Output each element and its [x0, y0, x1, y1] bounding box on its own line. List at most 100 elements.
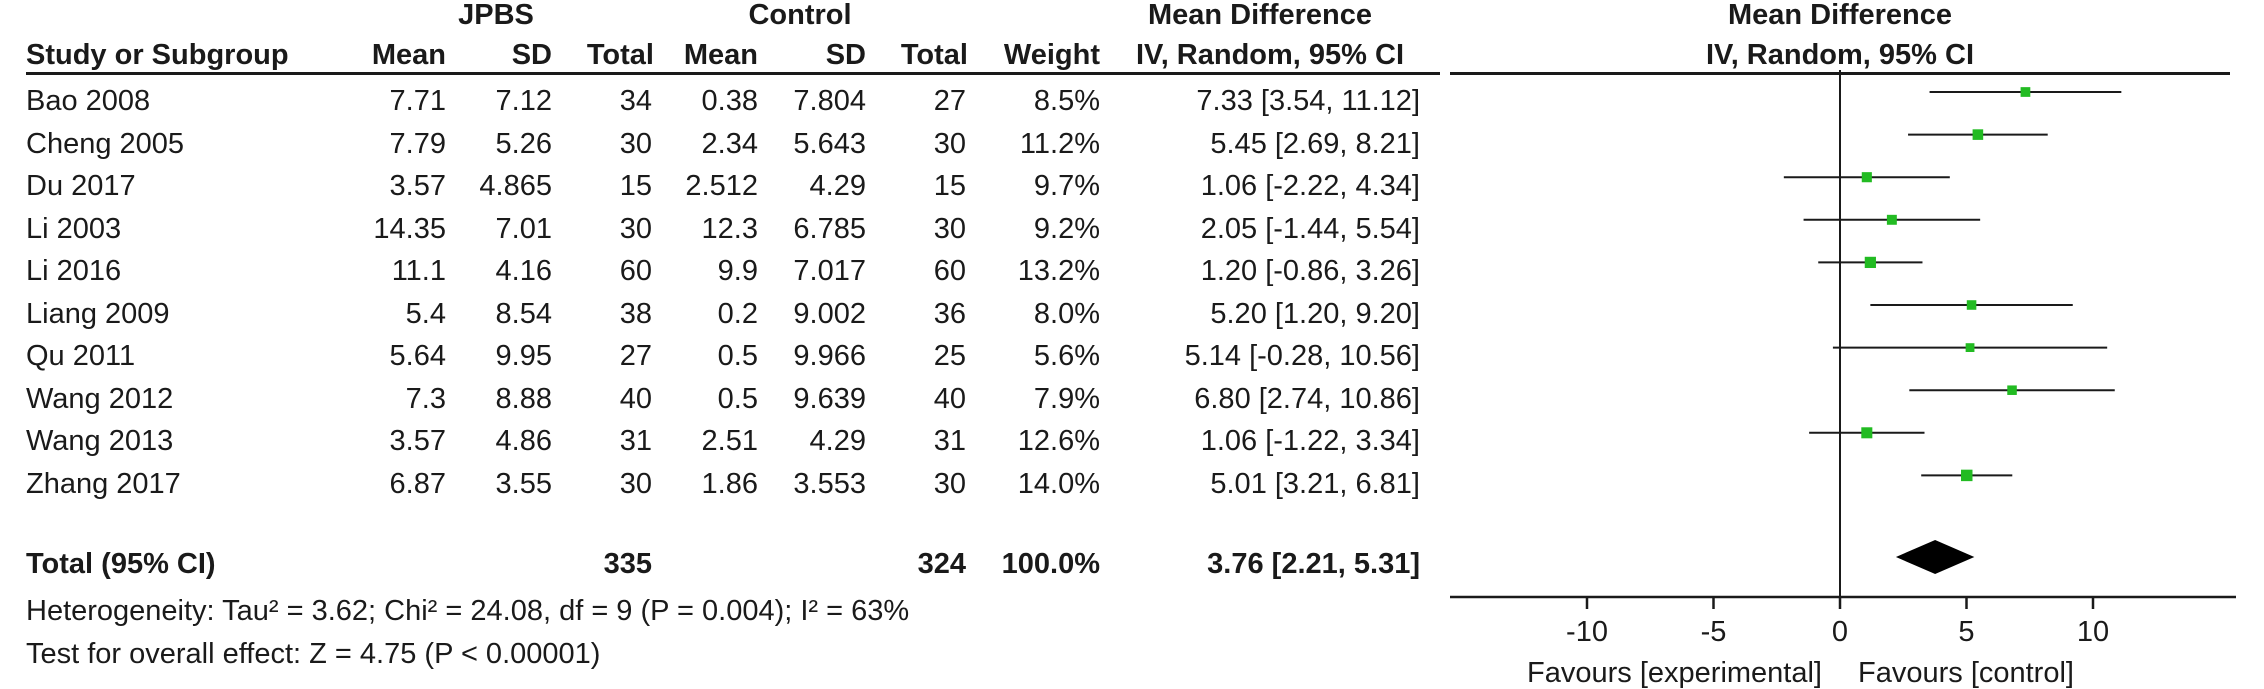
mean-group2: 2.34 [701, 127, 758, 160]
weight: 9.7% [1033, 170, 1100, 202]
heterogeneity-text: Heterogeneity: Tau² = 3.62; Chi² = 24.08… [26, 595, 910, 627]
mean-group1: 3.57 [389, 425, 446, 457]
weight: 7.9% [1033, 382, 1100, 415]
sd-group2: 9.966 [793, 340, 866, 372]
total-group1: 335 [603, 548, 652, 580]
study-name: Li 2016 [26, 255, 122, 287]
total-group1: 30 [619, 212, 652, 245]
sd-group2: 9.002 [793, 297, 866, 330]
study-name: Bao 2008 [26, 85, 151, 117]
sd-group2: 5.643 [793, 127, 866, 160]
mean-group2: 1.86 [701, 467, 758, 500]
x-tick-label: 0 [1832, 616, 1848, 648]
col-total2-header: Total [866, 38, 968, 75]
sd-group2: 7.804 [793, 85, 866, 117]
study-marker [1864, 256, 1876, 269]
sd-group1: 4.86 [495, 425, 552, 457]
study-marker [1961, 469, 1973, 482]
total-group1: 38 [619, 297, 652, 330]
col-mean1-header: Mean [316, 38, 446, 75]
pooled-diamond [1895, 540, 1975, 574]
mean-group1: 14.35 [373, 212, 446, 245]
sd-group2: 3.553 [793, 467, 866, 500]
weight: 8.5% [1033, 85, 1100, 117]
x-tick-label: -10 [1566, 616, 1608, 648]
weight: 8.0% [1033, 297, 1100, 330]
total-group2: 60 [933, 255, 966, 287]
study-marker [1966, 300, 1977, 310]
sd-group1: 8.88 [495, 382, 552, 415]
sd-group1: 5.26 [495, 127, 552, 160]
study-name: Qu 2011 [26, 340, 136, 372]
total-group1: 30 [619, 127, 652, 160]
group2-header: Control [748, 0, 852, 31]
mean-group2: 0.38 [701, 85, 758, 117]
col-mean2-header: Mean [654, 38, 758, 75]
mean-group2: 2.51 [701, 425, 758, 457]
effect-ci: 2.05 [-1.44, 5.54] [1200, 212, 1420, 245]
effect-ci: 5.20 [1.20, 9.20] [1210, 297, 1420, 330]
total-group2: 31 [933, 425, 966, 457]
study-marker [1972, 129, 1984, 140]
mean-group2: 9.9 [717, 255, 758, 287]
mean-group1: 5.64 [389, 340, 446, 372]
total-weight: 100.0% [1001, 548, 1100, 580]
total-label: Total (95% CI) [26, 548, 216, 580]
col-sd1-header: SD [446, 38, 552, 75]
study-name: Liang 2009 [26, 297, 170, 330]
x-tick-label: -5 [1701, 616, 1727, 648]
study-name: Zhang 2017 [26, 467, 181, 500]
sd-group1: 4.16 [495, 255, 552, 287]
effect-title: Mean Difference [1147, 0, 1372, 31]
mean-group1: 6.87 [389, 467, 446, 500]
effect-ci: 5.45 [2.69, 8.21] [1210, 127, 1420, 160]
mean-group1: 7.71 [389, 85, 446, 117]
mean-group1: 7.3 [405, 382, 446, 415]
sd-group1: 7.12 [495, 85, 552, 117]
study-marker [2007, 385, 2017, 395]
col-weight-header: Weight [968, 38, 1100, 75]
total-ci: 3.76 [2.21, 5.31] [1207, 548, 1420, 580]
total-group1: 40 [619, 382, 652, 415]
study-marker [1886, 214, 1897, 225]
total-group2: 27 [933, 85, 966, 117]
sd-group2: 9.639 [793, 382, 866, 415]
study-name: Du 2017 [26, 170, 136, 202]
effect-ci: 6.80 [2.74, 10.86] [1194, 382, 1420, 415]
mean-group2: 0.5 [717, 382, 758, 415]
mean-group2: 0.2 [717, 297, 758, 330]
col-total1-header: Total [552, 38, 654, 75]
total-group2: 40 [933, 382, 966, 415]
mean-group1: 3.57 [389, 170, 446, 202]
weight: 5.6% [1033, 340, 1100, 372]
col-effect-header: IV, Random, 95% CI [1100, 38, 1440, 75]
effect-ci: 5.01 [3.21, 6.81] [1210, 467, 1420, 500]
sd-group2: 6.785 [793, 212, 866, 245]
effect-ci: 1.06 [-1.22, 3.34] [1200, 425, 1420, 457]
mean-group2: 2.512 [685, 170, 758, 202]
weight: 9.2% [1033, 212, 1100, 245]
study-name: Li 2003 [26, 212, 122, 245]
study-name: Cheng 2005 [26, 127, 185, 160]
mean-group2: 12.3 [701, 212, 758, 245]
favours-left-label: Favours [experimental] [1527, 657, 1822, 689]
effect-ci: 1.20 [-0.86, 3.26] [1200, 255, 1420, 287]
group1-header: JPBS [458, 0, 534, 31]
effect-ci: 7.33 [3.54, 11.12] [1196, 85, 1420, 117]
col-sd2-header: SD [758, 38, 866, 75]
total-group1: 34 [619, 85, 652, 117]
favours-right-label: Favours [control] [1858, 657, 2074, 689]
sd-group1: 4.865 [479, 170, 552, 202]
effect-ci: 5.14 [-0.28, 10.56] [1184, 340, 1420, 372]
sd-group1: 8.54 [495, 297, 552, 330]
total-group2: 324 [917, 548, 966, 580]
total-group2: 30 [933, 127, 966, 160]
study-marker [2020, 87, 2031, 97]
study-name: Wang 2013 [26, 425, 174, 457]
col-study-header: Study or Subgroup [26, 38, 316, 75]
mean-group1: 7.79 [389, 127, 446, 160]
sd-group2: 7.017 [793, 255, 866, 287]
study-marker [1861, 172, 1872, 183]
total-group1: 15 [619, 170, 652, 202]
sd-group2: 4.29 [809, 425, 866, 457]
